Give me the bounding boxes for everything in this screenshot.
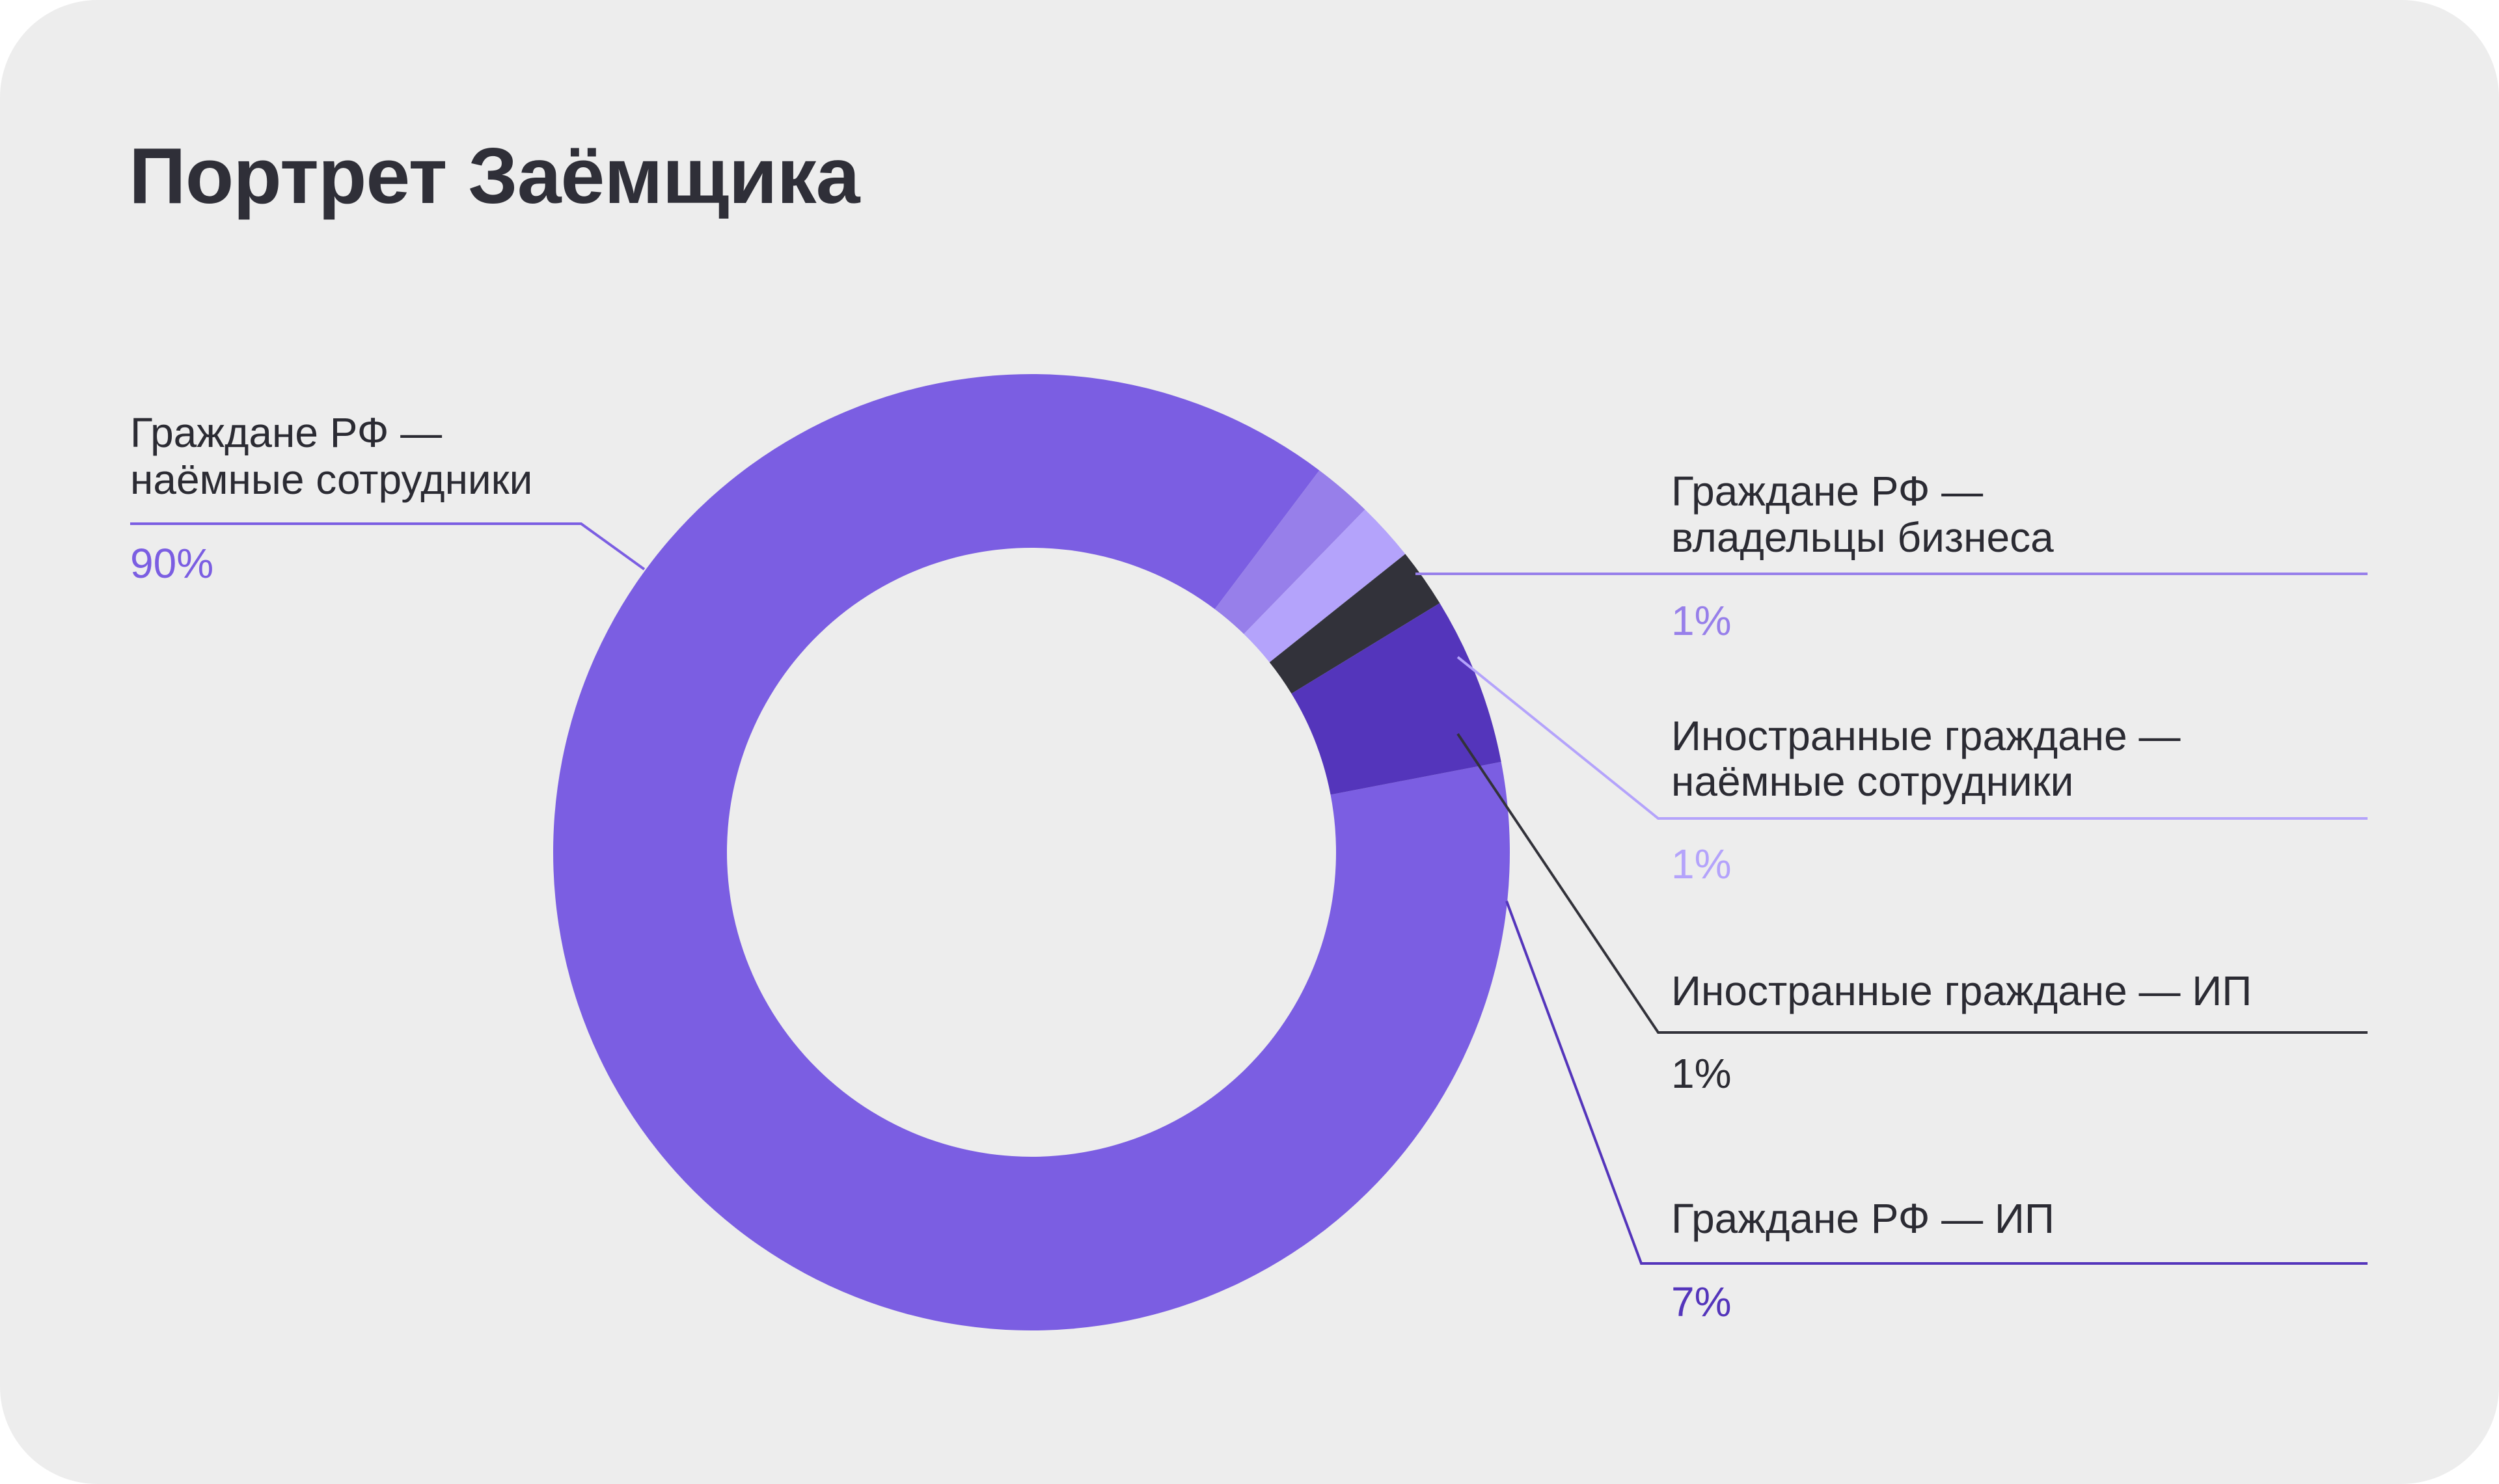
leader-line-3	[1456, 656, 2368, 820]
slice-labels: Граждане РФ —наёмные сотрудники90%Гражда…	[130, 409, 2368, 1325]
slice-2	[1214, 470, 1365, 634]
slice-label-3-line-1: Иностранные граждане —	[1671, 712, 2181, 759]
slice-value-3: 1%	[1671, 841, 1732, 887]
slice-label-4-line-1: Иностранные граждане — ИП	[1671, 967, 2252, 1014]
slice-3	[1244, 509, 1406, 663]
slice-1	[553, 374, 1510, 1330]
slice-value-4: 1%	[1671, 1050, 1732, 1097]
slice-value-5: 7%	[1671, 1278, 1732, 1325]
slice-value-2: 1%	[1671, 597, 1732, 644]
leader-line-1	[130, 522, 646, 571]
slice-label-1-line-2: наёмные сотрудники	[130, 456, 532, 503]
slice-5	[1291, 603, 1501, 795]
slice-label-2-line-2: владельцы бизнеса	[1671, 514, 2054, 561]
slice-value-1: 90%	[130, 540, 213, 587]
slice-label-1-line-1: Граждане РФ —	[130, 409, 442, 456]
slice-label-3-line-2: наёмные сотрудники	[1671, 758, 2073, 805]
slice-label-2-line-1: Граждане РФ —	[1671, 468, 1983, 515]
slice-4	[1269, 554, 1440, 694]
donut-slices	[553, 374, 1510, 1330]
slice-label-5-line-1: Граждане РФ — ИП	[1671, 1195, 2055, 1242]
leader-line-5	[1505, 900, 2368, 1265]
leader-line-4	[1456, 733, 2368, 1034]
chart-title: Портрет Заёмщика	[129, 131, 860, 220]
